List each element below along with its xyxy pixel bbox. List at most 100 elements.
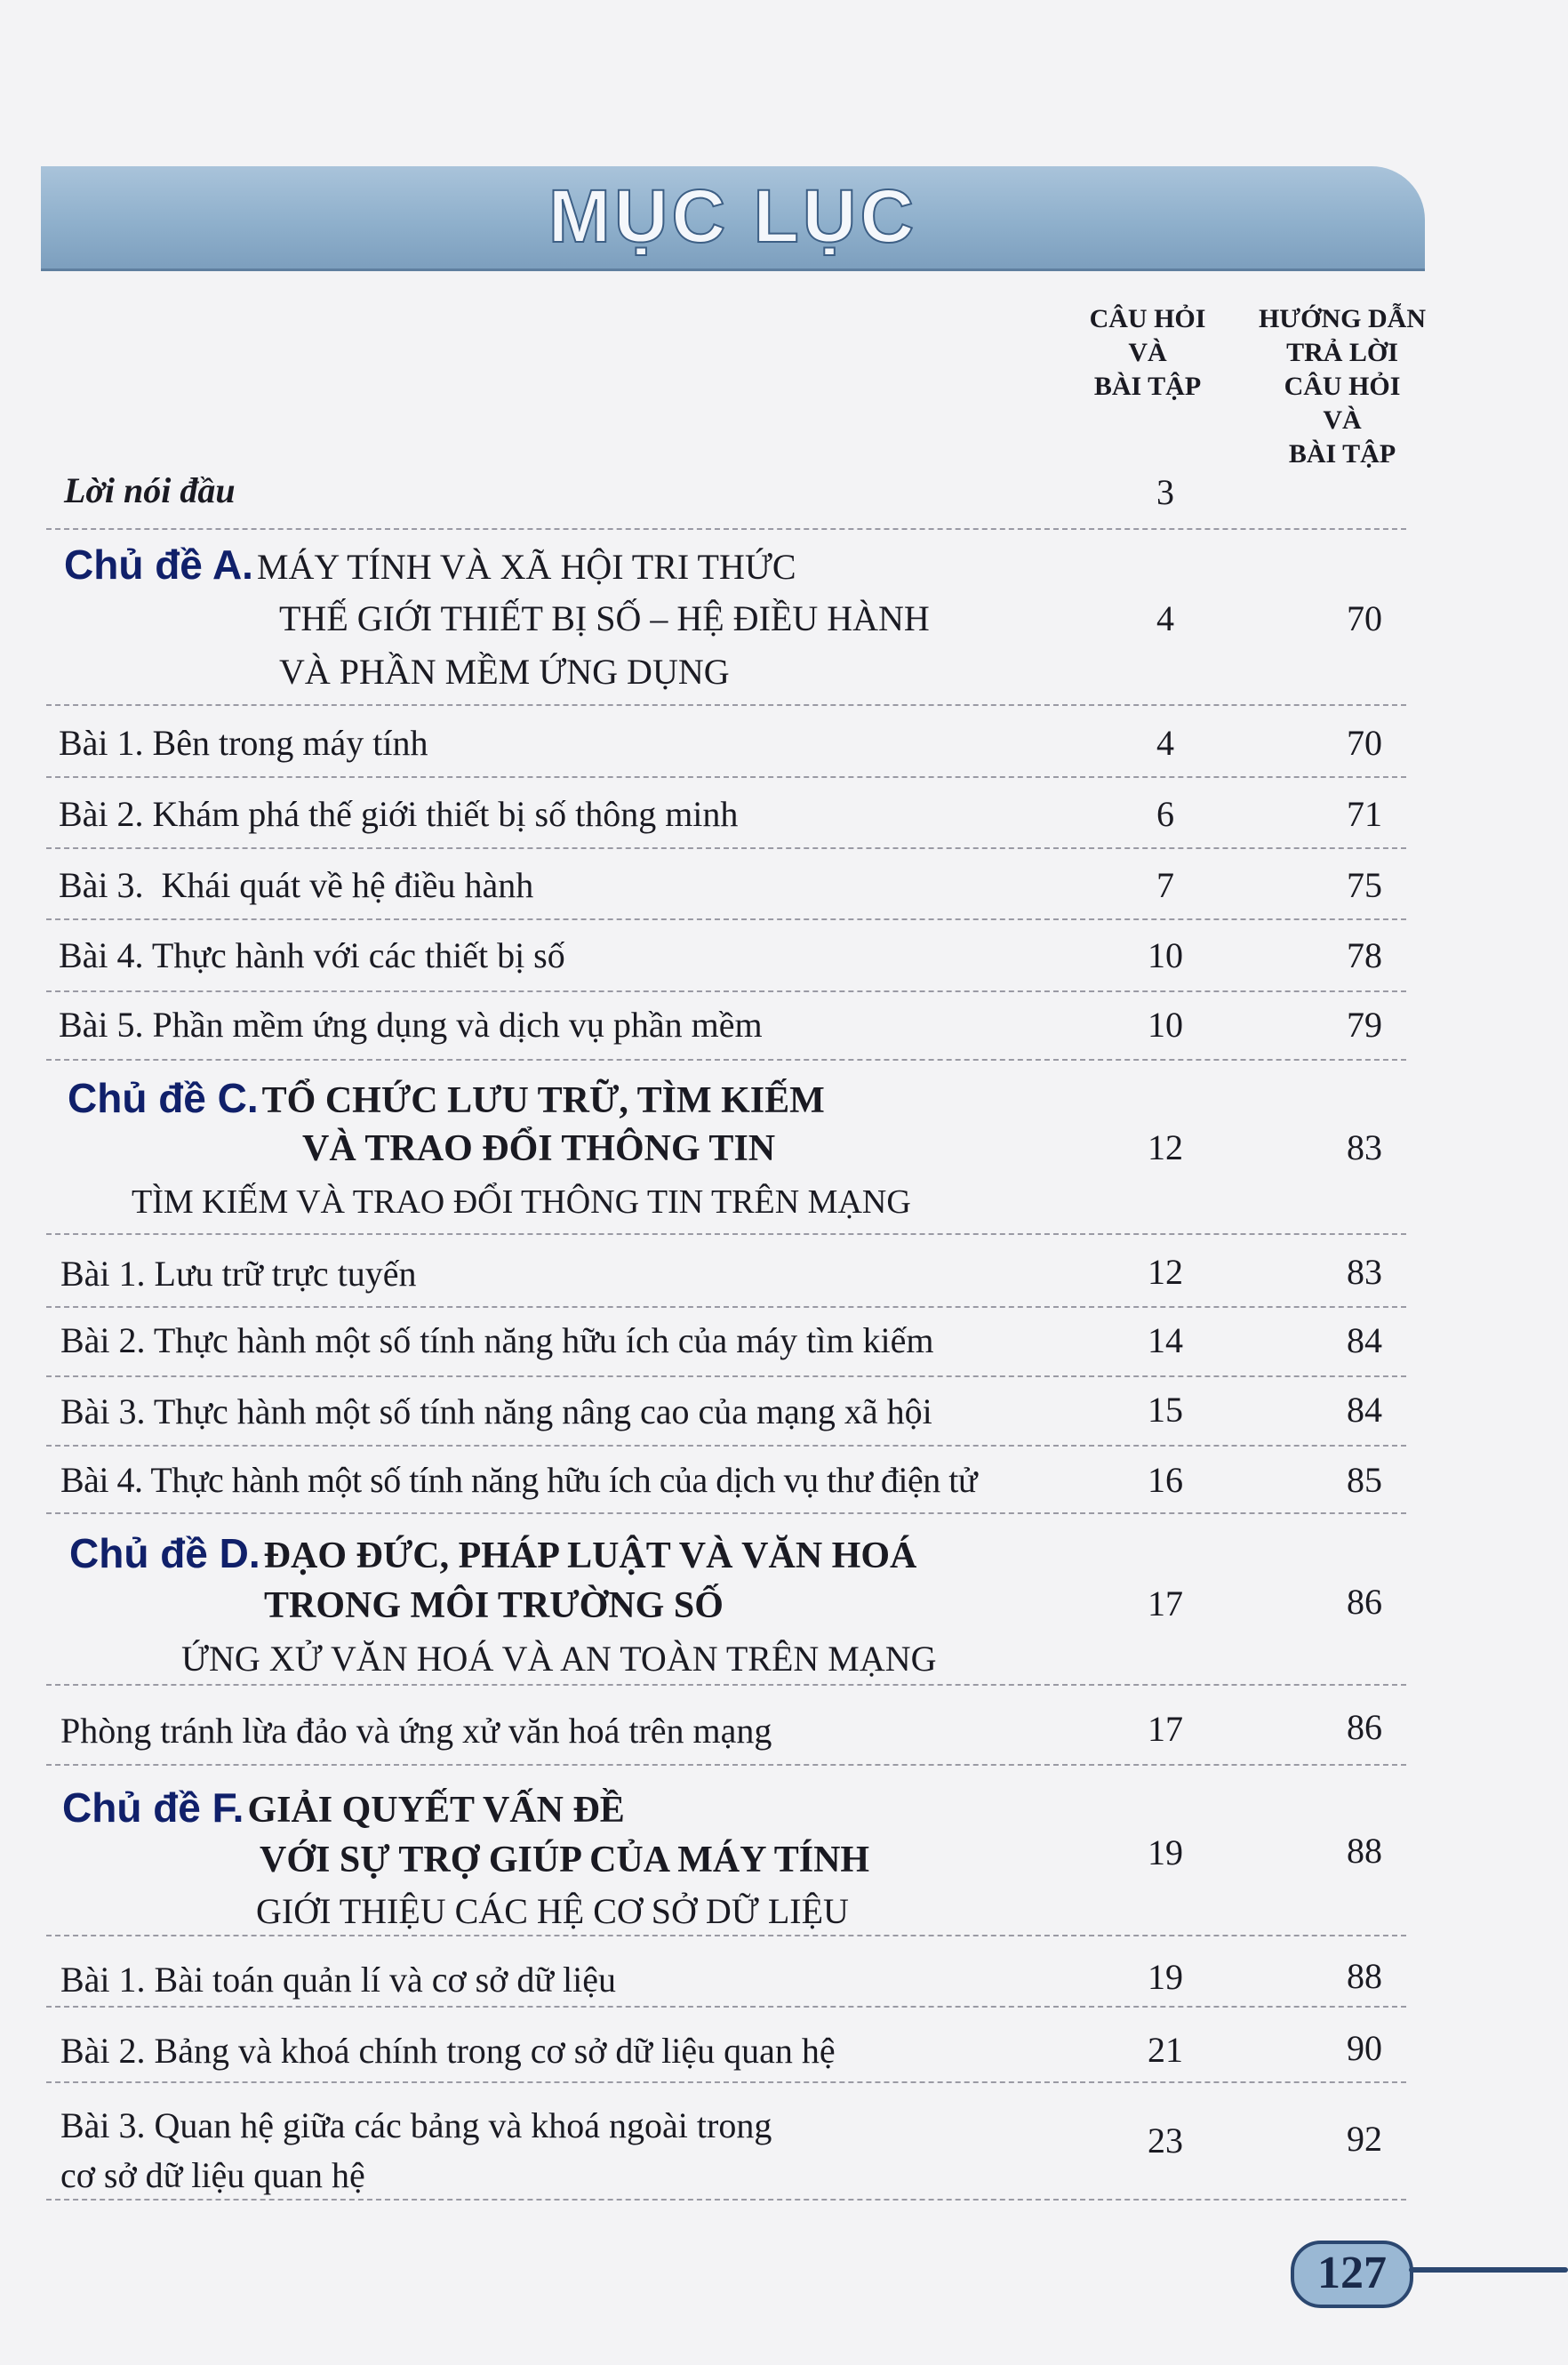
- divider: [46, 1375, 1406, 1377]
- divider: [46, 528, 1406, 530]
- preface-page: 3: [1156, 472, 1174, 512]
- topic-a-a-page: 70: [1347, 598, 1382, 638]
- page-title: MỤC LỤC: [548, 173, 918, 259]
- topic-d-q-page: 17: [1148, 1583, 1183, 1623]
- q-page: 10: [1148, 1005, 1183, 1045]
- q-page: 21: [1148, 2030, 1183, 2070]
- topic-prefix: Chủ đề D.: [69, 1530, 260, 1576]
- title-banner: MỤC LỤC: [41, 166, 1425, 271]
- topic-title-line2: VỚI SỰ TRỢ GIÚP CỦA MÁY TÍNH: [260, 1840, 870, 1880]
- lesson-title: Bài 2. Bảng và khoá chính trong cơ sở dữ…: [60, 2031, 836, 2071]
- topic-c-a-page: 83: [1347, 1127, 1382, 1167]
- topic-d-a-page: 86: [1347, 1582, 1382, 1622]
- lesson-title: Bài 2. Khám phá thế giới thiết bị số thô…: [59, 794, 739, 834]
- topic-f-q-page: 19: [1148, 1832, 1183, 1872]
- topic-subtitle: ỨNG XỬ VĂN HOÁ VÀ AN TOÀN TRÊN MẠNG: [181, 1639, 937, 1679]
- a-page: 84: [1347, 1390, 1382, 1430]
- lesson-title: Bài 4. Thực hành một số tính năng hữu íc…: [60, 1460, 978, 1500]
- a-page: 86: [1347, 1707, 1382, 1747]
- q-page: 4: [1156, 723, 1174, 763]
- lesson-title: Bài 1. Bên trong máy tính: [59, 723, 428, 763]
- q-page: 23: [1148, 2120, 1183, 2161]
- divider: [46, 847, 1406, 849]
- header-line: BÀI TẬP: [1288, 439, 1396, 469]
- divider: [46, 1059, 1406, 1061]
- divider: [46, 2199, 1406, 2201]
- column-header-answers: HƯỚNG DẪN TRẢ LỜI CÂU HỎI VÀ BÀI TẬP: [1253, 302, 1431, 471]
- lesson-title-line2: cơ sở dữ liệu quan hệ: [60, 2155, 365, 2195]
- preface-label[interactable]: Lời nói đầu: [64, 470, 236, 510]
- a-page: 75: [1347, 865, 1382, 905]
- header-line: VÀ: [1323, 405, 1362, 435]
- topic-prefix: Chủ đề A.: [64, 541, 253, 588]
- divider: [46, 776, 1406, 778]
- column-header-questions: CÂU HỎI VÀ BÀI TẬP: [1076, 302, 1219, 404]
- divider: [46, 704, 1406, 706]
- divider: [46, 2006, 1406, 2008]
- topic-title: ĐẠO ĐỨC, PHÁP LUẬT VÀ VĂN HOÁ: [263, 1535, 917, 1576]
- topic-f-heading[interactable]: Chủ đề F. GIẢI QUYẾT VẤN ĐỀ: [62, 1784, 625, 1832]
- a-page: 79: [1347, 1005, 1382, 1045]
- lesson-title: Bài 3. Thực hành một số tính năng nâng c…: [60, 1391, 932, 1431]
- a-page: 85: [1347, 1460, 1382, 1500]
- topic-prefix: Chủ đề F.: [62, 1784, 244, 1831]
- topic-title: MÁY TÍNH VÀ XÃ HỘI TRI THỨC: [256, 547, 796, 587]
- divider: [46, 1935, 1406, 1936]
- lesson-title: Phòng tránh lừa đảo và ứng xử văn hoá tr…: [60, 1711, 772, 1751]
- a-page: 88: [1347, 1956, 1382, 1996]
- a-page: 78: [1347, 935, 1382, 975]
- topic-a-heading[interactable]: Chủ đề A. MÁY TÍNH VÀ XÃ HỘI TRI THỨC: [64, 541, 796, 589]
- lesson-title: Bài 2. Thực hành một số tính năng hữu íc…: [60, 1320, 934, 1360]
- q-page: 17: [1148, 1709, 1183, 1749]
- topic-f-a-page: 88: [1347, 1831, 1382, 1871]
- topic-subtitle: GIỚI THIỆU CÁC HỆ CƠ SỞ DỮ LIỆU: [256, 1891, 849, 1931]
- header-line: VÀ: [1128, 338, 1167, 367]
- divider: [46, 1445, 1406, 1447]
- topic-subtitle: VÀ PHẦN MỀM ỨNG DỤNG: [279, 652, 730, 692]
- a-page: 83: [1347, 1252, 1382, 1292]
- lesson-title: Bài 1. Bài toán quản lí và cơ sở dữ liệu: [60, 1960, 616, 2000]
- topic-d-heading[interactable]: Chủ đề D. ĐẠO ĐỨC, PHÁP LUẬT VÀ VĂN HOÁ: [69, 1529, 916, 1577]
- header-line: BÀI TẬP: [1093, 372, 1202, 401]
- q-page: 7: [1156, 865, 1174, 905]
- lesson-title: Bài 3. Quan hệ giữa các bảng và khoá ngo…: [60, 2105, 772, 2145]
- q-page: 14: [1148, 1320, 1183, 1360]
- a-page: 84: [1347, 1320, 1382, 1360]
- lesson-title: Bài 5. Phần mềm ứng dụng và dịch vụ phần…: [59, 1005, 763, 1045]
- divider: [46, 1764, 1406, 1766]
- divider: [46, 1233, 1406, 1235]
- lesson-title: Bài 1. Lưu trữ trực tuyến: [60, 1254, 417, 1294]
- header-line: CÂU HỎI: [1284, 372, 1401, 401]
- topic-title: TỔ CHỨC LƯU TRỮ, TÌM KIẾM: [261, 1080, 825, 1121]
- divider: [46, 2081, 1406, 2083]
- header-line: HƯỚNG DẪN: [1258, 304, 1427, 333]
- page-number: 127: [1291, 2241, 1413, 2308]
- lesson-title: Bài 4. Thực hành với các thiết bị số: [59, 935, 565, 975]
- q-page: 16: [1148, 1460, 1183, 1500]
- q-page: 19: [1148, 1957, 1183, 1997]
- a-page: 90: [1347, 2028, 1382, 2068]
- divider: [46, 1306, 1406, 1308]
- q-page: 10: [1148, 935, 1183, 975]
- q-page: 6: [1156, 794, 1174, 834]
- topic-c-q-page: 12: [1148, 1127, 1183, 1167]
- topic-title: GIẢI QUYẾT VẤN ĐỀ: [247, 1790, 625, 1831]
- divider: [46, 1684, 1406, 1686]
- q-page: 12: [1148, 1252, 1183, 1292]
- header-line: CÂU HỎI: [1089, 304, 1206, 333]
- topic-subtitle: TÌM KIẾM VÀ TRAO ĐỔI THÔNG TIN TRÊN MẠNG: [132, 1183, 911, 1221]
- topic-subtitle: THẾ GIỚI THIẾT BỊ SỐ – HỆ ĐIỀU HÀNH: [279, 598, 930, 638]
- topic-c-heading[interactable]: Chủ đề C. TỔ CHỨC LƯU TRỮ, TÌM KIẾM: [68, 1074, 825, 1122]
- topic-a-q-page: 4: [1156, 598, 1174, 638]
- lesson-title: Bài 3. Khái quát về hệ điều hành: [59, 865, 534, 905]
- topic-prefix: Chủ đề C.: [68, 1075, 259, 1121]
- a-page: 71: [1347, 794, 1382, 834]
- page-number-decoration: [1409, 2267, 1568, 2273]
- q-page: 15: [1148, 1390, 1183, 1430]
- a-page: 70: [1347, 723, 1382, 763]
- a-page: 92: [1347, 2119, 1382, 2159]
- divider: [46, 990, 1406, 992]
- divider: [46, 1512, 1406, 1514]
- topic-title-line2: VÀ TRAO ĐỔI THÔNG TIN: [302, 1128, 776, 1169]
- divider: [46, 918, 1406, 920]
